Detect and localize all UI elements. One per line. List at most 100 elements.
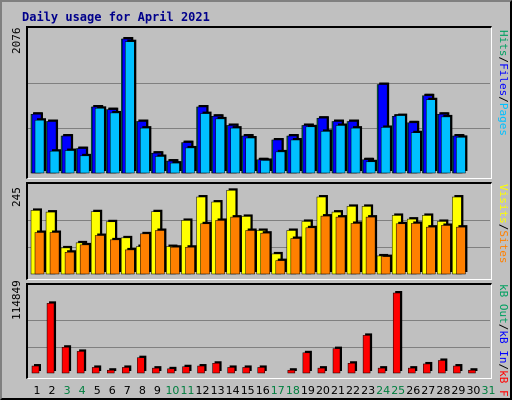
day-label: 11: [181, 384, 195, 397]
kbf-bar: [122, 367, 130, 374]
pages-bar: [34, 119, 45, 174]
pages-bar: [411, 132, 421, 174]
day-label: 8: [139, 384, 146, 397]
kbf-bar: [61, 346, 70, 374]
kbf-bar: [182, 366, 190, 374]
day-label: 30: [466, 384, 480, 397]
legend-pages: Pages: [497, 102, 510, 136]
legend-kbf: kB F: [497, 370, 510, 397]
sites-bar: [365, 216, 376, 275]
day-label: 26: [406, 384, 420, 397]
legend-kbout: kB Out: [497, 284, 510, 324]
kbf-bar: [438, 360, 446, 374]
pages-bar: [64, 150, 75, 174]
day-label: 12: [196, 384, 210, 397]
kbf-bar: [152, 367, 160, 374]
sites-bar: [140, 233, 150, 275]
day-label: 28: [436, 384, 450, 397]
sites-bar: [49, 232, 60, 275]
legend-sep-2: /: [497, 96, 510, 103]
kbf-bar: [302, 352, 311, 374]
day-label: 20: [316, 384, 330, 397]
pages-bar: [125, 41, 135, 174]
sites-bar: [275, 260, 286, 275]
day-axis: 1 2 3 4 5 6 7 8 9 10 11 12 13 14 15 16 17 18 19 20 21 22 23 24 2…: [34, 384, 496, 397]
legend-hits-files-pages: Hits/Files/Pages: [497, 30, 510, 136]
day-label: 2: [49, 384, 56, 397]
kbf-bar: [453, 365, 461, 374]
sites-bar: [456, 226, 466, 275]
sites-bar: [185, 246, 195, 275]
kbytes-plot: [28, 291, 490, 374]
day-label: 24: [376, 384, 390, 397]
hits-files-pages-panel: [26, 26, 492, 179]
sites-bar: [200, 223, 210, 275]
kbf-bar: [46, 303, 55, 374]
sites-bar: [320, 215, 331, 275]
pages-bar: [395, 115, 406, 174]
sites-bar: [260, 232, 270, 275]
kbf-bar: [287, 369, 296, 374]
day-label: 23: [361, 384, 375, 397]
sites-bar: [34, 232, 45, 275]
day-label: 19: [301, 384, 315, 397]
pages-bar: [170, 162, 180, 174]
legend-sites: Sites: [497, 230, 510, 264]
sites-bar: [335, 216, 346, 275]
day-label: 29: [451, 384, 465, 397]
visits-sites-plot: [28, 188, 490, 275]
sites-bar: [170, 246, 180, 275]
sites-bar: [380, 256, 391, 275]
sites-bar: [230, 216, 240, 275]
sites-bar: [215, 220, 225, 275]
pages-bar: [365, 161, 376, 174]
kbf-bar: [332, 348, 341, 374]
sites-bar: [110, 239, 120, 275]
day-label: 15: [241, 384, 255, 397]
pages-bar: [426, 99, 436, 174]
sites-bar: [245, 230, 255, 275]
kbf-bar: [257, 367, 265, 374]
hits-files-pages-plot: [28, 37, 490, 174]
day-label: 27: [421, 384, 435, 397]
kbf-bar-shadow: [109, 368, 117, 371]
sites-bar: [64, 251, 75, 275]
sites-bar: [155, 230, 165, 275]
visits-max-label: 245: [10, 187, 23, 207]
hits-max-label: 2076: [10, 27, 23, 55]
pages-bar: [260, 160, 270, 174]
kbf-bar: [347, 362, 356, 374]
kbf-bar: [212, 362, 220, 374]
pages-bar: [215, 118, 225, 174]
kbytes-panel: [26, 283, 492, 379]
pages-bar: [275, 151, 286, 174]
sites-bar: [426, 226, 436, 275]
sites-bar: [305, 227, 316, 275]
sites-bar: [395, 223, 406, 275]
day-label: 17: [271, 384, 285, 397]
sites-bar: [94, 235, 105, 275]
day-label: 21: [331, 384, 345, 397]
kbf-bar: [167, 368, 175, 374]
pages-bar: [155, 156, 165, 174]
day-label: 14: [226, 384, 240, 397]
kbf-bar: [76, 351, 85, 374]
kbf-bar-shadow: [289, 368, 297, 371]
day-label: 22: [346, 384, 360, 397]
kbf-bar: [423, 363, 431, 374]
pages-bar: [140, 127, 150, 174]
sites-bar: [411, 223, 421, 275]
day-label: 5: [94, 384, 101, 397]
legend-visits: Visits: [497, 184, 510, 224]
kbf-bar: [408, 367, 416, 374]
visits-sites-panel: [26, 182, 492, 280]
pages-bar: [49, 150, 60, 174]
day-label: 18: [286, 384, 300, 397]
kbf-bar-shadow: [470, 368, 478, 371]
pages-bar: [94, 108, 105, 174]
legend-visits-sites: Visits/Sites: [497, 184, 510, 264]
day-label: 3: [64, 384, 71, 397]
pages-bar: [441, 116, 451, 174]
pages-bar: [380, 127, 391, 174]
